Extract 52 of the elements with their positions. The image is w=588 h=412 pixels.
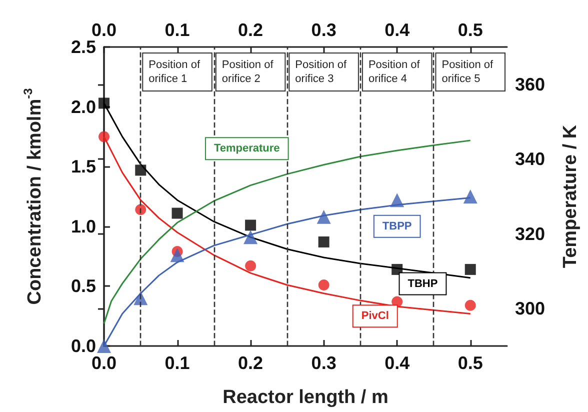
- x-tick-label: 0.3: [311, 353, 336, 373]
- y2-tick-label: 360: [515, 74, 546, 94]
- x-tick-label: 0.2: [238, 353, 264, 373]
- x-tick-label: 0.4: [384, 353, 410, 373]
- point: [316, 210, 331, 224]
- annotation: Position of orifice 5: [442, 59, 496, 85]
- y-tick-label: 1.5: [70, 156, 96, 177]
- y-tick-label: 0.5: [70, 276, 96, 296]
- y2-axis-title: Temperature / K: [560, 124, 581, 268]
- x2-tick-label: 0.0: [91, 20, 117, 40]
- y2-tick-label: 340: [515, 149, 546, 170]
- x2-tick-label: 0.2: [238, 20, 264, 40]
- y-tick-label: 2.5: [70, 37, 96, 57]
- point: [392, 264, 403, 275]
- annotation: Position of orifice 1: [148, 59, 204, 85]
- series-label: TBPP: [382, 220, 412, 232]
- point: [463, 190, 478, 204]
- y2-tick-label: 300: [515, 298, 546, 319]
- x-tick-label: 0.5: [458, 353, 483, 373]
- annotation: Position of orifice 4: [368, 59, 423, 85]
- series-label: PivCl: [361, 310, 389, 322]
- point: [245, 220, 256, 231]
- point: [135, 204, 146, 216]
- x2-tick-label: 0.3: [311, 20, 336, 40]
- y-tick-label: 2.0: [70, 96, 96, 117]
- point: [97, 339, 111, 353]
- y-axis-title: Concentration / kmolm-3: [21, 88, 46, 305]
- y-tick-label: 1.0: [70, 216, 96, 236]
- x-axis-title: Reactor length / m: [222, 387, 388, 408]
- annotation: Position of orifice 3: [295, 59, 350, 85]
- x-tick-label: 0.1: [164, 353, 190, 373]
- point: [98, 98, 110, 109]
- y-tick-label: 0.0: [70, 336, 96, 356]
- point: [245, 260, 256, 272]
- series-label: Temperature: [214, 142, 280, 155]
- series-label: TBHP: [408, 278, 438, 290]
- x2-tick-label: 0.4: [384, 20, 410, 40]
- annotation: Position of orifice 2: [222, 59, 276, 85]
- point: [464, 300, 476, 311]
- point: [318, 236, 330, 248]
- x-tick-label: 0.0: [91, 353, 117, 373]
- y2-tick-label: 320: [515, 224, 546, 244]
- point: [318, 280, 330, 290]
- point: [170, 248, 184, 262]
- x2-tick-label: 0.1: [164, 20, 190, 40]
- point: [172, 208, 183, 219]
- point: [135, 164, 146, 176]
- point: [390, 193, 404, 208]
- point: [244, 230, 258, 244]
- point: [98, 131, 110, 142]
- x2-tick-label: 0.5: [458, 20, 483, 40]
- point: [464, 264, 476, 275]
